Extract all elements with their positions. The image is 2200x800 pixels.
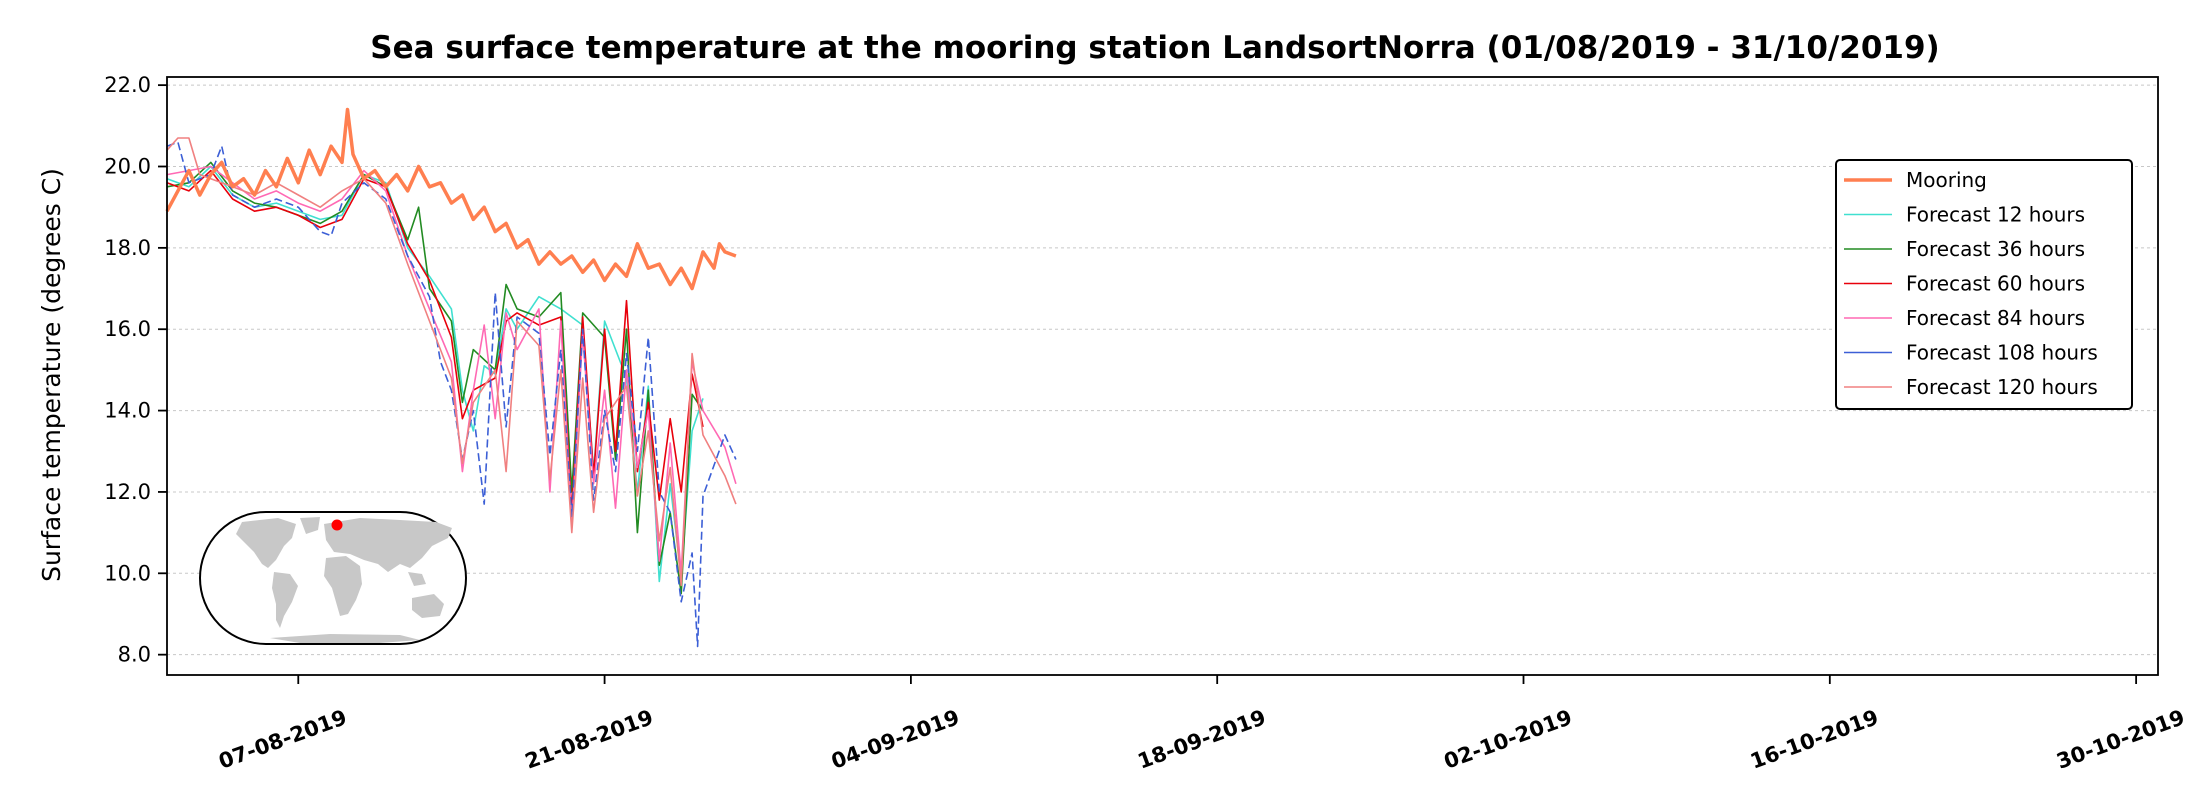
x-tick-label: 16-10-2019 bbox=[1747, 705, 1881, 773]
y-tick-label: 18.0 bbox=[104, 236, 151, 260]
station-marker bbox=[331, 519, 343, 531]
y-tick-label: 10.0 bbox=[104, 561, 151, 585]
x-tick-label: 04-09-2019 bbox=[828, 705, 962, 773]
series-line-forecast-108-hours bbox=[166, 141, 737, 648]
x-tick-label: 18-09-2019 bbox=[1134, 705, 1268, 773]
land-north-america bbox=[236, 518, 296, 568]
y-tick-label: 16.0 bbox=[104, 317, 151, 341]
y-tick-label: 14.0 bbox=[104, 399, 151, 423]
land-south-america bbox=[272, 572, 298, 628]
series-line-forecast-84-hours bbox=[166, 165, 737, 575]
inset-world-map bbox=[199, 511, 467, 645]
legend-label: Forecast 108 hours bbox=[1906, 341, 2098, 365]
x-ticks: 07-08-2019 21-08-2019 04-09-2019 18-09-2019… bbox=[216, 675, 2188, 774]
y-tick-label: 8.0 bbox=[118, 643, 151, 667]
series-group bbox=[165, 107, 737, 648]
chart-title: Sea surface temperature at the mooring s… bbox=[370, 30, 1939, 66]
y-tick-label: 12.0 bbox=[104, 480, 151, 504]
legend-label: Forecast 12 hours bbox=[1906, 203, 2085, 227]
legend-box bbox=[1835, 159, 2133, 410]
plot-frame bbox=[166, 76, 2159, 676]
x-tick-label: 07-08-2019 bbox=[216, 705, 350, 773]
land-greenland bbox=[300, 517, 320, 534]
land-africa bbox=[324, 556, 362, 616]
legend-label: Forecast 84 hours bbox=[1906, 306, 2085, 330]
inset-map-land bbox=[236, 517, 452, 643]
land-eurasia bbox=[324, 518, 452, 572]
series-line-forecast-120-hours bbox=[166, 137, 737, 587]
x-tick-label: 30-10-2019 bbox=[2053, 705, 2187, 773]
y-tick-label: 20.0 bbox=[104, 154, 151, 178]
x-tick-label: 02-10-2019 bbox=[1441, 705, 1575, 773]
land-australia bbox=[412, 594, 444, 618]
land-southeast-asia bbox=[408, 572, 426, 586]
legend-label: Forecast 120 hours bbox=[1906, 375, 2098, 399]
y-tick-label: 22.0 bbox=[104, 73, 151, 97]
y-axis-label: Surface temperature (degrees C) bbox=[37, 168, 66, 582]
series-line-forecast-60-hours bbox=[166, 169, 704, 514]
legend: Mooring Forecast 12 hours Forecast 36 hour… bbox=[1835, 159, 2133, 410]
legend-label: Forecast 60 hours bbox=[1906, 272, 2085, 296]
legend-label: Forecast 36 hours bbox=[1906, 237, 2085, 261]
legend-label: Mooring bbox=[1906, 168, 1987, 192]
x-tick-label: 21-08-2019 bbox=[522, 705, 656, 773]
series-line-mooring bbox=[165, 107, 737, 291]
land-antarctica bbox=[270, 634, 420, 643]
y-ticks: 8.0 10.0 12.0 14.0 16.0 18.0 20.0 22.0 bbox=[104, 73, 167, 667]
